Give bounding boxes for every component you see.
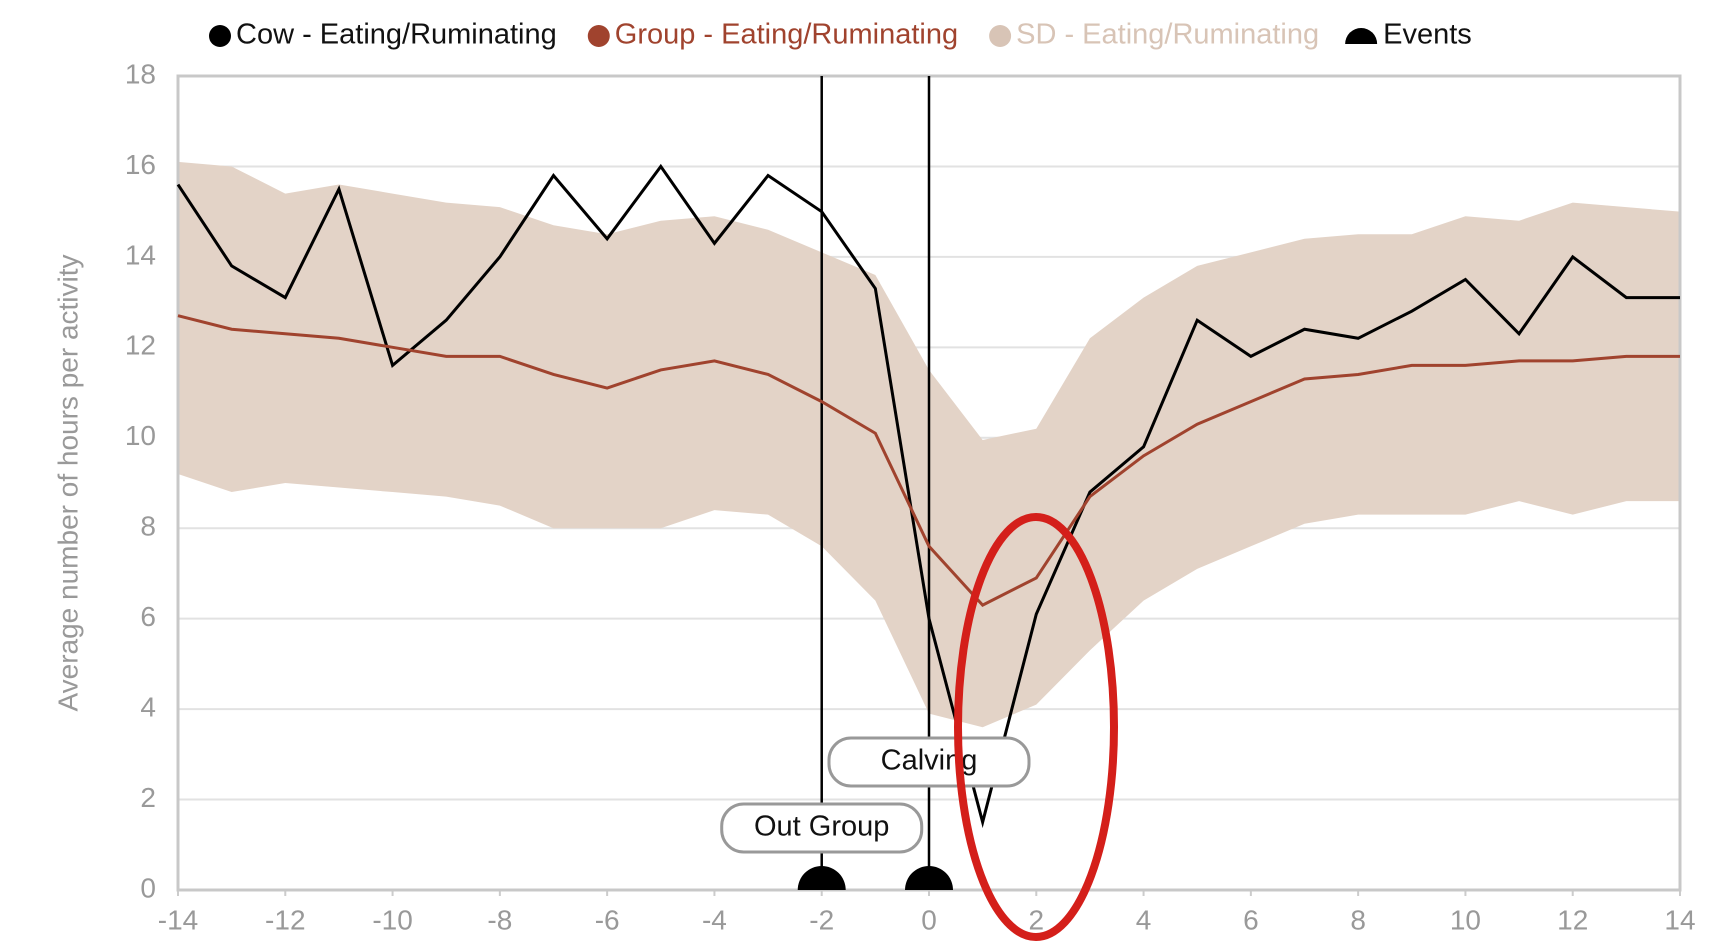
series-line xyxy=(177,314,1680,607)
x-tick-label: 0 xyxy=(921,904,937,935)
y-axis-title: Average number of hours per activity xyxy=(52,254,83,711)
x-tick-label: 2 xyxy=(1028,904,1044,935)
y-tick-label: 6 xyxy=(140,601,156,632)
highlight-ellipse xyxy=(954,513,1118,941)
legend-swatch xyxy=(209,25,231,47)
x-tick-label: 6 xyxy=(1243,904,1259,935)
x-tick-label: 4 xyxy=(1136,904,1152,935)
event-label-box xyxy=(720,802,924,854)
legend-label: Cow - Eating/Ruminating xyxy=(236,19,557,51)
x-tick-label: 8 xyxy=(1350,904,1366,935)
x-tick-label: -2 xyxy=(809,904,834,935)
y-tick-label: 12 xyxy=(125,330,156,361)
y-tick-label: 8 xyxy=(140,511,156,542)
y-tick-label: 2 xyxy=(140,782,156,813)
y-tick-label: 4 xyxy=(140,692,156,723)
event-label: Out Group xyxy=(754,811,889,843)
x-tick-label: -8 xyxy=(487,904,512,935)
legend-label: Group - Eating/Ruminating xyxy=(615,19,958,51)
x-tick-label: 12 xyxy=(1557,904,1588,935)
x-tick-label: -4 xyxy=(702,904,727,935)
event-label-box xyxy=(827,736,1031,788)
y-tick-label: 16 xyxy=(125,149,156,180)
x-tick-label: -10 xyxy=(372,904,412,935)
legend-swatch xyxy=(989,25,1012,47)
event-marker xyxy=(797,866,846,890)
x-tick-label: 14 xyxy=(1664,904,1695,935)
y-tick-label: 14 xyxy=(125,239,156,270)
x-tick-label: 10 xyxy=(1450,904,1481,935)
legend-swatch xyxy=(587,25,610,47)
y-tick-label: 18 xyxy=(125,58,156,89)
x-tick-label: -6 xyxy=(595,904,620,935)
y-tick-label: 10 xyxy=(125,420,156,451)
legend-swatch xyxy=(1345,28,1378,44)
legend-label: Events xyxy=(1383,19,1472,51)
y-tick-label: 0 xyxy=(140,872,156,903)
x-tick-label: -14 xyxy=(158,904,198,935)
legend-label: SD - Eating/Ruminating xyxy=(1016,19,1319,51)
x-tick-label: -12 xyxy=(265,904,305,935)
series-line xyxy=(176,163,1680,829)
event-marker xyxy=(905,866,953,890)
